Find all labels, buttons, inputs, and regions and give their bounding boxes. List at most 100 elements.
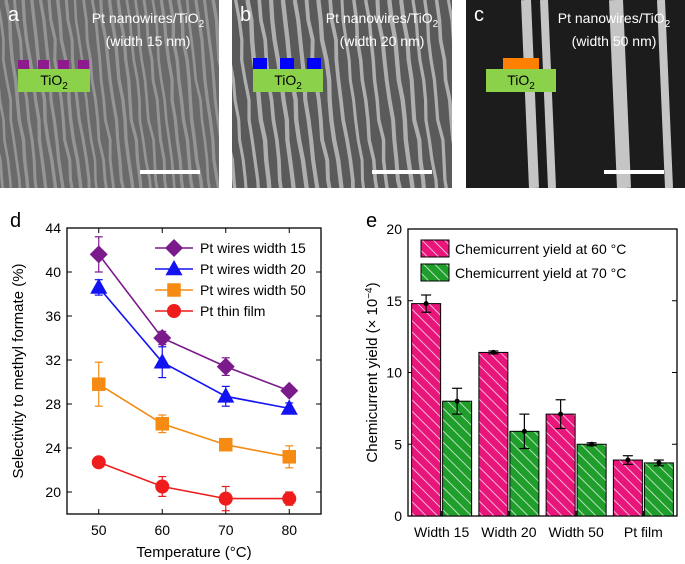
nanowire-a-4 [78, 60, 89, 69]
sem-wire-stripe [232, 63, 248, 188]
sem-wire-stripe [30, 0, 58, 188]
y-tick-label: 44 [45, 220, 61, 236]
sem-wire-stripe [64, 0, 91, 188]
sem-wire-stripe [99, 0, 125, 188]
sem-wire-stripe [73, 0, 98, 188]
sem-wire-stripe [13, 0, 38, 188]
bar [509, 430, 540, 517]
panel-letter-a: a [8, 4, 20, 26]
sem-wire-stripe [107, 0, 135, 188]
sem-wire-stripe [211, 0, 219, 68]
y-tick-label: 10 [386, 365, 402, 381]
sem-wire-stripe [316, 0, 344, 188]
bar-mean-dot [423, 301, 429, 307]
x-tick-label: 50 [91, 522, 107, 538]
y-tick-label: 28 [45, 396, 61, 412]
tio2-sub: 2 [62, 80, 68, 92]
data-point [282, 491, 297, 506]
scale-bar-b [372, 170, 432, 174]
series-line [98, 461, 290, 500]
data-point [166, 303, 182, 319]
sem-caption-line2: (width 20 nm) [339, 32, 425, 49]
nanowire-b-2 [280, 58, 294, 69]
sem-wire-stripe [245, 0, 272, 188]
sem-wire-stripe [185, 0, 211, 188]
bar [442, 400, 473, 517]
y-axis-label-sup: −4 [364, 287, 375, 299]
sem-wire-stripe [194, 0, 219, 188]
data-point [90, 278, 108, 294]
data-point [153, 329, 172, 347]
bar [612, 459, 643, 517]
scale-bar-c [604, 170, 664, 174]
sem-wire-stripe [21, 0, 48, 188]
sem-wire-stripe [159, 0, 185, 188]
y-tick-label: 20 [386, 221, 402, 237]
bar-mean-dot [454, 398, 460, 404]
data-point [155, 479, 170, 494]
series-pt-wires-width-50 [92, 361, 296, 469]
bar-mean-dot [558, 411, 564, 417]
tio2-sub: 2 [529, 80, 535, 92]
y-tick-label: 5 [394, 436, 402, 452]
chart-chemicurrent: 0 5 10 15 20 Chemicurrent yield (× 10−4) Width… [364, 221, 678, 540]
bar [545, 413, 576, 517]
data-point [92, 377, 106, 391]
tio2-label: TiO [507, 72, 530, 88]
sem-caption-sub: 2 [432, 18, 439, 30]
sem-caption-a: Pt nanowires/TiO2 (width 15 nm) [78, 10, 218, 50]
data-point [153, 353, 171, 369]
sem-wire-stripe [304, 0, 332, 188]
bar-mean-dot [521, 428, 527, 434]
sem-caption-line2: (width 50 nm) [571, 32, 657, 49]
data-point [165, 260, 183, 276]
sem-wire-stripe [340, 0, 366, 188]
legend-swatch [420, 239, 450, 258]
data-point [165, 239, 183, 257]
sem-image-a: a Pt nanowires/TiO2 (width 15 nm) TiO2 [0, 0, 219, 188]
sem-wire-stripe [0, 7, 22, 188]
legend-label: Chemicurrent yield at 70 °C [455, 265, 626, 281]
sem-wire-stripe [38, 0, 65, 188]
sem-wire-stripe [423, 0, 448, 188]
tio2-label: TiO [274, 72, 297, 88]
sem-wire-stripe [257, 0, 283, 188]
y-axis-label: Selectivity to methyl formate (%) [10, 263, 27, 478]
sem-caption-sub: 2 [664, 18, 671, 30]
sem-wire-stripe [234, 0, 260, 188]
data-point [217, 387, 235, 403]
y-axis-label-main: Chemicurrent yield (× 10 [364, 299, 381, 463]
bar [478, 351, 509, 517]
data-point [155, 417, 169, 431]
bar [411, 303, 442, 517]
x-tick-label: Width 20 [481, 524, 536, 540]
legend-label: Pt wires width 20 [200, 261, 306, 277]
data-point [167, 283, 181, 297]
data-point [218, 491, 233, 506]
sem-texture-c [466, 0, 685, 188]
series-pt-wires-width-20 [90, 278, 298, 415]
sem-wire-stripe [292, 0, 320, 188]
sem-wire-stripe [411, 0, 439, 188]
tio2-substrate-a: TiO2 [18, 69, 90, 92]
sem-wire-stripe [352, 0, 379, 188]
panel-letter-b: b [240, 4, 252, 26]
nanowire-a-2 [38, 60, 49, 69]
sem-wire-stripe [328, 0, 355, 188]
plot-frame [66, 227, 322, 515]
legend-label: Pt thin film [200, 303, 265, 319]
sem-texture-a [0, 0, 219, 188]
panel-letter-e: e [366, 210, 378, 232]
y-axis-label: Chemicurrent yield (× 10−4) [364, 282, 382, 462]
sem-wire-stripe [142, 0, 168, 188]
nanowire-b-3 [307, 58, 321, 69]
data-point [219, 437, 233, 452]
sem-wire-stripe [268, 0, 296, 188]
y-tick-label: 0 [394, 508, 402, 524]
sem-wire-stripe [116, 0, 143, 188]
sem-wire-stripe [47, 0, 74, 188]
legend: Chemicurrent yield at 60 °C Chemicurrent … [420, 239, 626, 282]
bar-mean-dot [589, 441, 595, 447]
y-tick-label: 40 [45, 264, 61, 280]
chart-selectivity: 20 24 28 32 36 40 44 50 60 70 80 Temperature (°C) Se… [10, 220, 322, 561]
